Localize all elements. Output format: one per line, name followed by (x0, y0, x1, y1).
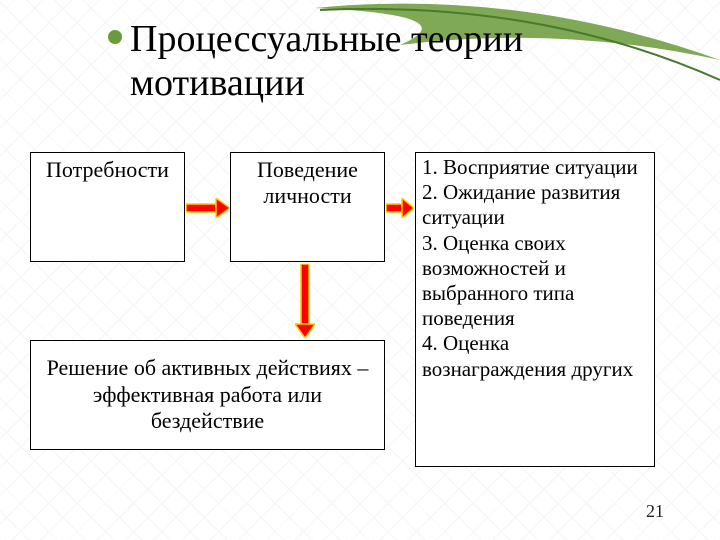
node-evaluation-list: 1. Восприятие ситуации 2. Ожидание разви… (415, 152, 655, 467)
page-number: 21 (646, 501, 664, 522)
node-decision: Решение об активных действиях – эффектив… (30, 340, 385, 450)
arrow-behavior-to-decision (295, 264, 315, 338)
title-bullet-icon (108, 30, 122, 44)
node-label: Потребности (46, 157, 169, 183)
slide-title: Процессуальные теории мотивации (130, 18, 670, 105)
arrow-behavior-to-list (386, 198, 414, 218)
node-needs: Потребности (30, 152, 185, 262)
node-label: Решение об активных действиях – эффектив… (37, 355, 378, 434)
node-behavior: Поведение личности (230, 152, 385, 262)
arrow-needs-to-behavior (186, 198, 230, 218)
node-label: 1. Восприятие ситуации 2. Ожидание разви… (422, 155, 648, 382)
node-label: Поведение личности (237, 157, 378, 210)
